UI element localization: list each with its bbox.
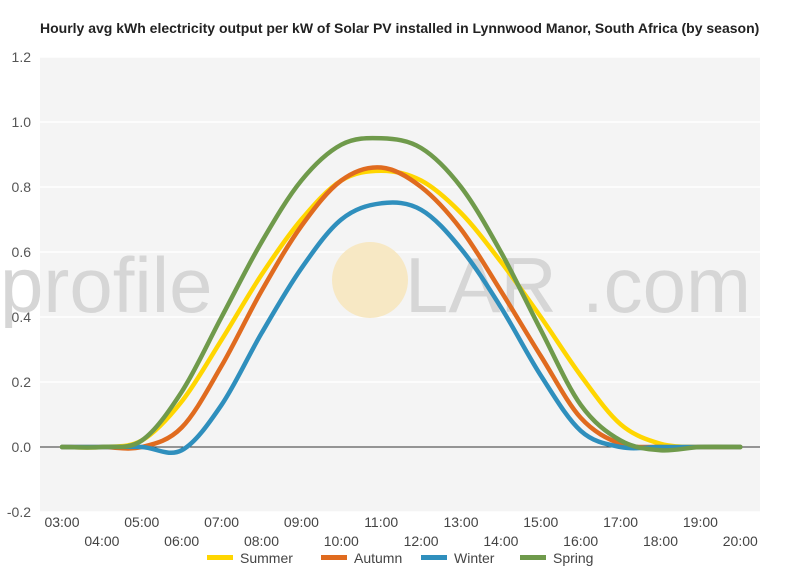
x-tick-label: 06:00 [164, 533, 199, 549]
watermark-text-1: profile [0, 241, 212, 329]
watermark: profile LAR .com [0, 241, 751, 329]
x-tick-label: 14:00 [483, 533, 518, 549]
x-tick-label: 07:00 [204, 514, 239, 530]
y-tick-label: 1.2 [12, 49, 32, 65]
chart-title: Hourly avg kWh electricity output per kW… [40, 20, 759, 36]
y-tick-label: -0.2 [7, 504, 31, 520]
y-tick-label: 0.0 [12, 439, 32, 455]
x-tick-label: 13:00 [443, 514, 478, 530]
x-tick-labels: 03:00 04:00 05:00 06:00 07:00 08:00 09:00 10:00… [44, 514, 758, 549]
series-line-winter [59, 200, 743, 456]
x-tick-label: 19:00 [683, 514, 718, 530]
y-tick-label: 1.0 [12, 114, 32, 130]
x-tick-label: 03:00 [44, 514, 79, 530]
x-tick-label: 16:00 [563, 533, 598, 549]
y-tick-label: 0.2 [12, 374, 32, 390]
watermark-text-4: .com [582, 241, 751, 329]
legend-label-spring: Spring [553, 550, 593, 566]
legend-label-autumn: Autumn [354, 550, 402, 566]
legend-label-winter: Winter [454, 550, 495, 566]
x-tick-label: 17:00 [603, 514, 638, 530]
y-tick-label: 0.6 [12, 244, 32, 260]
y-tick-label: 0.4 [12, 309, 32, 325]
legend-label-summer: Summer [240, 550, 293, 566]
x-tick-label: 20:00 [723, 533, 758, 549]
x-tick-label: 04:00 [84, 533, 119, 549]
legend-swatch-autumn [321, 555, 347, 560]
x-tick-label: 08:00 [244, 533, 279, 549]
legend: Summer Autumn Winter Spring [207, 550, 593, 566]
x-tick-label: 18:00 [643, 533, 678, 549]
x-tick-label: 09:00 [284, 514, 319, 530]
x-tick-label: 11:00 [364, 514, 398, 530]
x-tick-label: 05:00 [124, 514, 159, 530]
x-tick-label: 10:00 [324, 533, 359, 549]
x-tick-label: 12:00 [404, 533, 439, 549]
x-tick-label: 15:00 [523, 514, 558, 530]
legend-swatch-summer [207, 555, 233, 560]
legend-swatch-winter [421, 555, 447, 560]
series-layer [59, 135, 743, 456]
series-line-autumn [59, 165, 743, 451]
series-line-spring [59, 135, 743, 453]
y-tick-labels: 1.2 1.0 0.8 0.6 0.4 0.2 0.0 -0.2 [7, 49, 31, 520]
legend-swatch-spring [520, 555, 546, 560]
watermark-sun [332, 242, 408, 318]
y-tick-label: 0.8 [12, 179, 32, 195]
